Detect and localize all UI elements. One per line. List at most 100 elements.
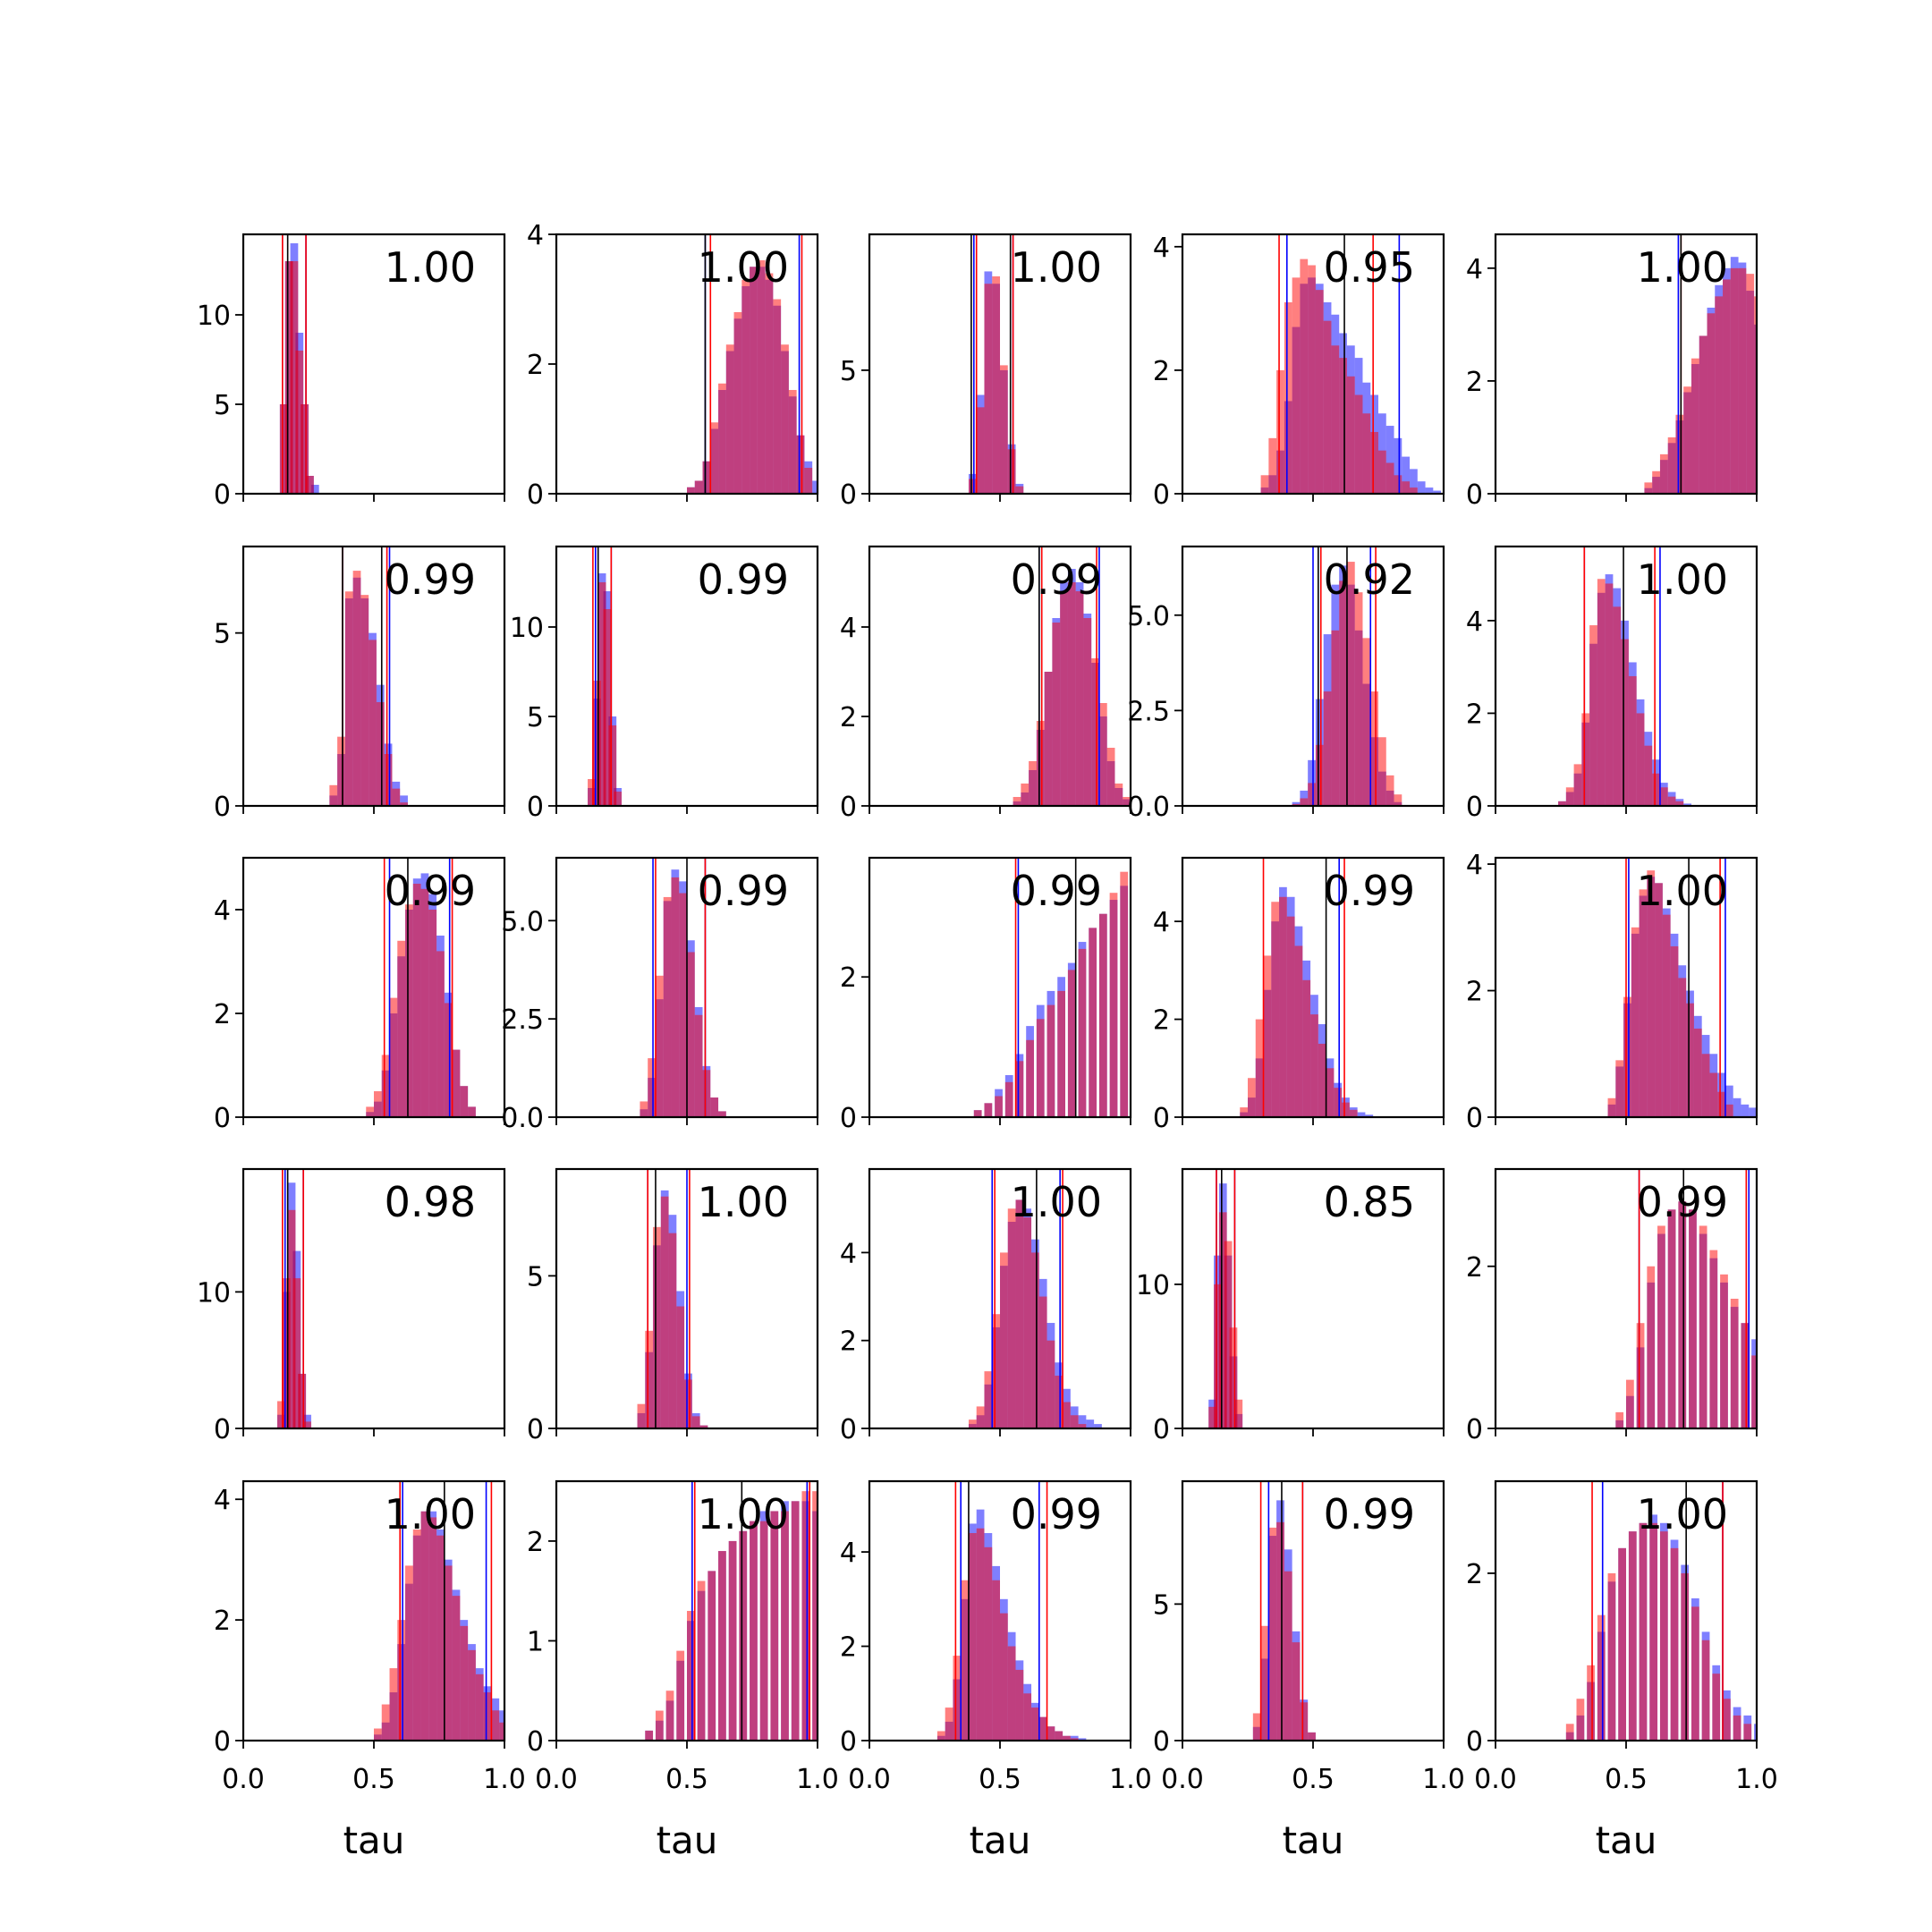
- red-hist-bar: [389, 1668, 398, 1741]
- red-hist-bar: [400, 802, 408, 806]
- panel-annotation: 0.99: [1324, 1490, 1415, 1538]
- x-tick-label: 1.0: [1735, 1764, 1778, 1795]
- red-hist-bar: [718, 1551, 726, 1741]
- red-hist-bar: [483, 1692, 492, 1741]
- red-hist-bar: [1723, 279, 1731, 494]
- y-tick-label: 4: [214, 895, 231, 927]
- red-hist-bar: [444, 1003, 453, 1117]
- red-hist-bar: [1618, 1547, 1626, 1741]
- red-hist-bar: [1060, 591, 1068, 806]
- red-hist-bar: [968, 479, 977, 494]
- red-hist-bar: [1046, 1340, 1055, 1428]
- red-hist-bar: [1410, 487, 1418, 494]
- red-hist-bar: [468, 1106, 476, 1117]
- red-hist-bar: [773, 299, 782, 494]
- red-hist-bar: [1626, 1379, 1634, 1428]
- red-hist-bar: [1057, 990, 1065, 1117]
- x-axis-label: tau: [1283, 1818, 1344, 1862]
- panel-annotation: 1.00: [385, 1490, 476, 1538]
- red-hist-bar: [608, 725, 617, 806]
- red-hist-bar: [976, 1528, 985, 1741]
- red-hist-bar: [452, 1049, 461, 1117]
- x-tick-label: 0.0: [222, 1764, 265, 1795]
- red-hist-bar: [1631, 927, 1640, 1117]
- red-hist-bar: [1271, 902, 1280, 1117]
- red-hist-bar: [1565, 1724, 1574, 1741]
- red-hist-bar: [733, 312, 742, 494]
- panel-annotation: 0.99: [1011, 555, 1102, 604]
- red-hist-bar: [1402, 481, 1411, 494]
- y-tick-label: 2: [214, 1606, 231, 1637]
- red-hist-bar: [1667, 796, 1676, 806]
- red-hist-bar: [1751, 1355, 1757, 1428]
- panel-annotation: 1.00: [698, 1490, 789, 1538]
- red-hist-bar: [1613, 606, 1622, 806]
- panel-16: 0 10 0.98: [197, 1167, 506, 1445]
- red-hist-bar: [405, 1565, 413, 1741]
- red-hist-bar: [1652, 470, 1660, 494]
- red-hist-bar: [741, 279, 750, 494]
- red-hist-bar: [984, 1371, 993, 1428]
- red-hist-bar: [1636, 1323, 1645, 1428]
- y-tick-label: 2: [1466, 1559, 1483, 1590]
- red-hist-bar: [653, 1226, 661, 1428]
- red-hist-bar: [691, 1416, 700, 1428]
- red-hist-bar: [1038, 1296, 1047, 1428]
- x-tick-label: 0.5: [665, 1764, 708, 1795]
- y-tick-label: 0: [1153, 1103, 1170, 1134]
- red-hist-bar: [1063, 1735, 1071, 1741]
- red-hist-bar: [1055, 1376, 1063, 1428]
- red-hist-bar: [1300, 798, 1309, 806]
- red-hist-bar: [1323, 320, 1332, 494]
- red-hist-bar: [1720, 1274, 1728, 1428]
- y-tick-label: 5.0: [1127, 601, 1170, 632]
- red-hist-bar: [759, 1521, 768, 1741]
- red-hist-bar: [1308, 1732, 1316, 1741]
- red-hist-bar: [770, 1511, 779, 1741]
- y-tick-label: 5: [1153, 1589, 1170, 1621]
- red-hist-bar: [1000, 1613, 1008, 1741]
- y-tick-label: 0: [1153, 1726, 1170, 1758]
- panel-annotation: 1.00: [1637, 243, 1728, 292]
- panel-17: 051.00: [527, 1167, 819, 1445]
- red-hist-bar: [1675, 801, 1684, 806]
- y-tick-label: 5: [840, 356, 857, 387]
- red-hist-bar: [781, 344, 789, 494]
- red-hist-bar: [1678, 1201, 1687, 1428]
- red-hist-bar: [1334, 1088, 1343, 1117]
- panel-12: 0.0 2.5 5.0 0.99: [501, 856, 819, 1134]
- red-hist-bar: [1657, 1225, 1665, 1428]
- red-hist-bar: [301, 404, 309, 494]
- red-hist-bar: [973, 1110, 982, 1117]
- red-hist-bar: [475, 1674, 484, 1741]
- red-hist-bar: [1302, 979, 1311, 1117]
- red-hist-bar: [460, 1625, 469, 1741]
- red-hist-bar: [1605, 583, 1614, 806]
- red-hist-bar: [1021, 784, 1030, 806]
- red-hist-bar: [1394, 794, 1402, 806]
- red-hist-bar: [1581, 713, 1590, 806]
- red-hist-bar: [665, 1690, 674, 1741]
- red-hist-bar: [614, 792, 622, 806]
- y-tick-label: 4: [214, 1485, 231, 1516]
- red-hist-bar: [306, 476, 314, 494]
- panel-14: 0 2 4 0.99: [1153, 856, 1445, 1134]
- red-hist-bar: [1346, 562, 1355, 806]
- red-hist-bar: [384, 754, 393, 806]
- red-hist-bar: [420, 1511, 429, 1741]
- red-hist-bar: [765, 273, 774, 494]
- blue-hist-bar: [1365, 1114, 1374, 1117]
- red-hist-bar: [1339, 358, 1347, 494]
- y-tick-label: 0: [1466, 479, 1483, 511]
- red-hist-bar: [1354, 592, 1363, 806]
- red-hist-bar: [968, 1533, 977, 1741]
- red-hist-bar: [1675, 414, 1684, 494]
- red-hist-bar: [452, 1596, 461, 1741]
- red-hist-bar: [1701, 1640, 1710, 1741]
- panel-annotation: 0.99: [1011, 867, 1102, 915]
- panel-8: 0 2 4 0.99: [840, 545, 1132, 823]
- red-hist-bar: [420, 888, 429, 1117]
- red-hist-bar: [1294, 945, 1303, 1117]
- red-hist-bar: [1589, 625, 1597, 806]
- panel-20: 020.99: [1466, 1167, 1758, 1445]
